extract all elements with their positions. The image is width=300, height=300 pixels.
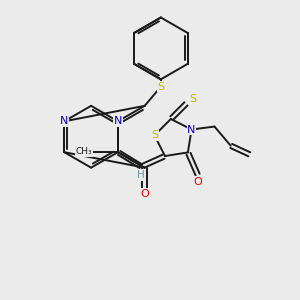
Text: S: S	[151, 130, 158, 140]
Text: N: N	[60, 116, 68, 126]
Text: N: N	[187, 124, 196, 134]
Text: O: O	[140, 189, 149, 199]
Text: O: O	[194, 177, 203, 187]
Text: S: S	[189, 94, 196, 104]
Text: S: S	[157, 82, 164, 92]
Text: N: N	[114, 116, 122, 126]
Text: H: H	[138, 170, 145, 180]
Text: H: H	[137, 169, 144, 180]
Text: CH₃: CH₃	[76, 147, 92, 156]
